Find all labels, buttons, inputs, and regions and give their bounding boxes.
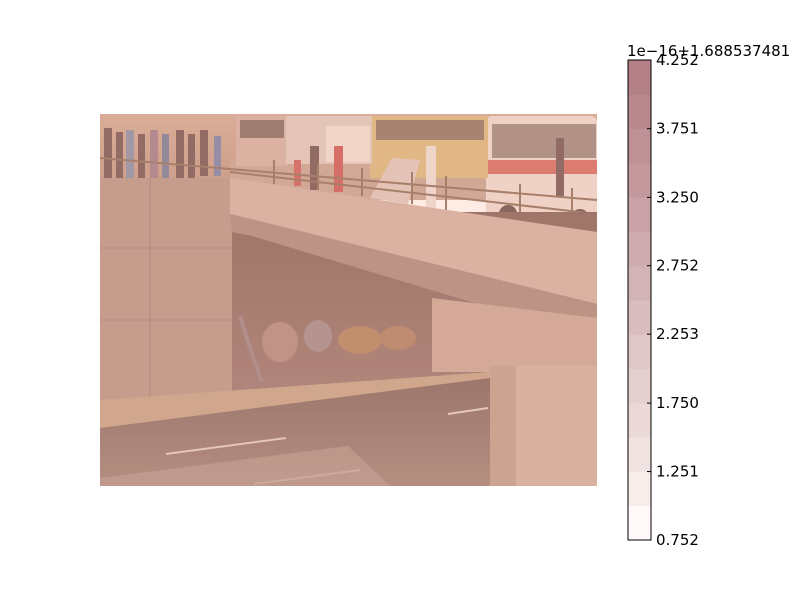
- colorbar-band: [628, 197, 651, 232]
- photo-pier-cap: [432, 298, 597, 372]
- colorbar-tick-label: 3.751: [656, 120, 699, 138]
- colorbar-band: [628, 60, 651, 95]
- photo-railing: [99, 157, 598, 228]
- colorbar-tick-label: 4.252: [656, 51, 699, 69]
- colorbar-tick-label: 0.752: [656, 531, 699, 549]
- colorbar-band: [628, 505, 651, 541]
- photo-panel: [99, 114, 598, 486]
- colorbar-band: [628, 368, 651, 404]
- colorbar-band: [628, 94, 651, 130]
- colorbar-tick-label: 1.251: [656, 463, 699, 481]
- colorbar-band: [628, 334, 651, 370]
- colorbar-band: [628, 437, 651, 472]
- colorbar-frame: [627, 59, 652, 541]
- photo-bridge-deck: [230, 178, 597, 304]
- photo-crowd: [104, 128, 564, 208]
- photo-wall-joints: [100, 178, 232, 400]
- colorbar-band: [628, 402, 651, 438]
- colorbar-band: [628, 265, 651, 301]
- colorbar-ticks: 0.752 1.251 1.750 2.253 2.752 3.250 3.751 4.252: [647, 51, 699, 549]
- colorbar-band: [628, 300, 651, 335]
- colorbar-band: [628, 231, 651, 267]
- colorbar-band: [628, 162, 651, 198]
- colorbar-band: [628, 128, 651, 164]
- photo-sidewalk-edge: [100, 372, 490, 428]
- photo-sunlit-road: [100, 446, 390, 486]
- colorbar-tick-label: 3.250: [656, 188, 699, 206]
- photo-mural: [238, 315, 416, 383]
- colorbar-offset-label: 1e−16+1.688537481: [627, 42, 790, 60]
- colorbar-bands: [628, 60, 651, 541]
- photo-trucks: [236, 116, 372, 166]
- photo-road: [100, 376, 490, 486]
- colorbar-tick-label: 2.752: [656, 257, 699, 275]
- colorbar-band: [628, 471, 651, 507]
- heatmap-overlay: [100, 114, 597, 486]
- photo-left-wall: [100, 178, 232, 400]
- colorbar: 0.752 1.251 1.750 2.253 2.752 3.250 3.751 4.252…: [627, 42, 790, 549]
- colorbar-tick-label: 1.750: [656, 394, 699, 412]
- colorbar-tick-label: 2.253: [656, 325, 699, 343]
